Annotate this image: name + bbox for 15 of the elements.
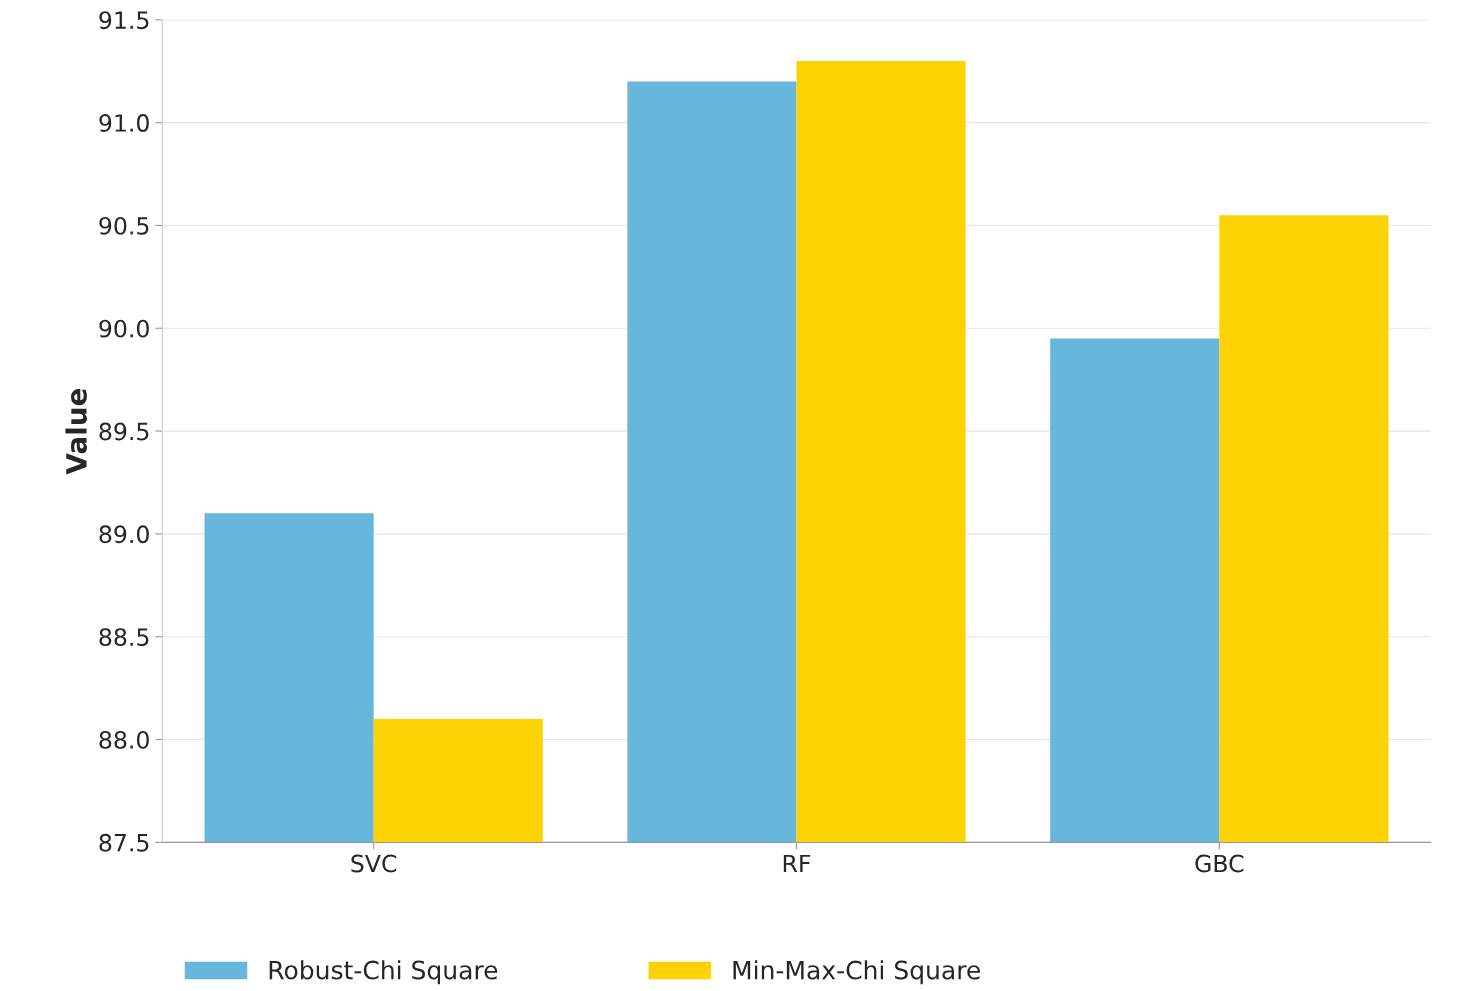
x-tick-label: SVC: [351, 854, 397, 873]
y-tick-label: 89.5: [99, 422, 149, 441]
y-tick-label: 91.0: [99, 114, 149, 132]
x-tick-label: GBC: [1195, 854, 1244, 873]
y-tick-label: 88.0: [99, 730, 149, 749]
x-tick-label: RF: [783, 854, 811, 873]
y-tick-label: 91.5: [99, 11, 149, 30]
y-tick-label: 87.5: [99, 833, 149, 852]
y-tick-label: 88.5: [99, 628, 149, 647]
y-tick-label: 89.0: [99, 525, 149, 544]
legend-label: Min-Max-Chi Square: [733, 960, 980, 985]
legend-label: Robust-Chi Square: [269, 960, 498, 985]
y-axis-title: Value: [65, 389, 87, 475]
y-tick-label: 90.5: [99, 216, 149, 235]
y-tick-label: 90.0: [99, 319, 149, 338]
